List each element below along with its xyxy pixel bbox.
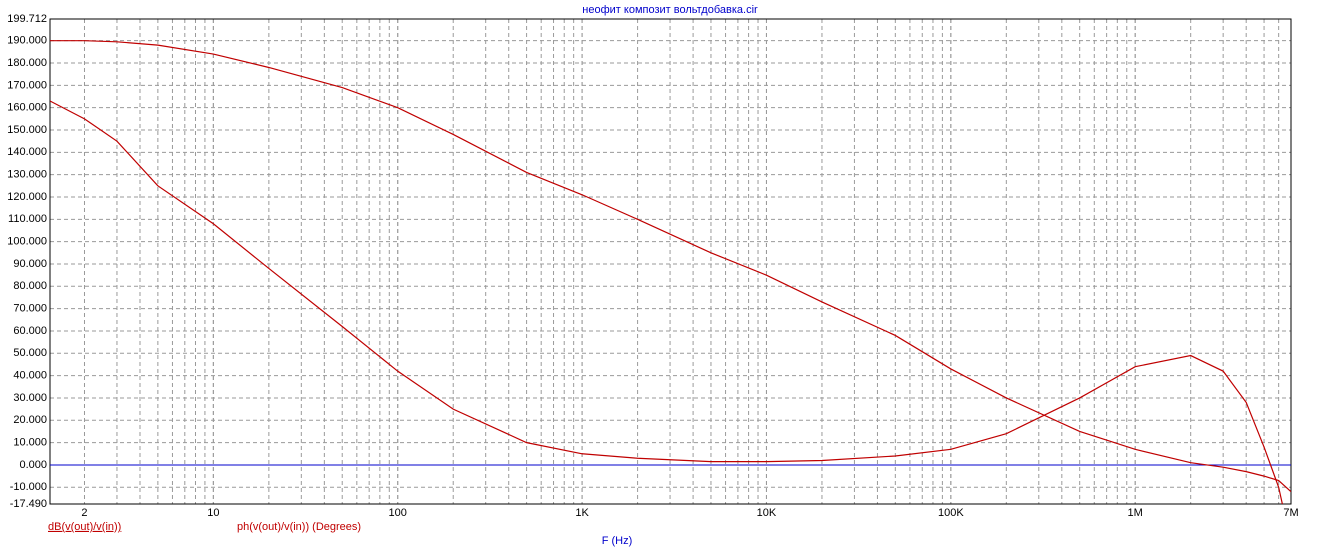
y-tick-label: 90.000: [13, 258, 47, 270]
legend-label: dB(v(out)/v(in)): [48, 521, 121, 533]
y-tick-label: 110.000: [8, 213, 47, 225]
y-tick-label: 60.000: [13, 325, 47, 337]
x-tick-label: 100K: [938, 507, 964, 519]
y-tick-label: 120.000: [7, 191, 47, 203]
x-tick-label: 10: [207, 507, 219, 519]
y-tick-label: 170.000: [7, 79, 47, 91]
y-tick-label: 150.000: [7, 124, 47, 136]
y-tick-label: 30.000: [13, 392, 47, 404]
series-line: [50, 40, 1291, 493]
x-tick-label: 100: [389, 507, 407, 519]
y-tick-label: 50.000: [13, 347, 47, 359]
y-tick-label: 100.000: [7, 236, 47, 248]
x-axis-label: F (Hz): [602, 535, 633, 547]
y-tick-label: 160.000: [7, 102, 47, 114]
x-tick-label: 1K: [575, 507, 589, 519]
y-tick-label: 140.000: [7, 146, 47, 158]
y-tick-label: 20.000: [13, 414, 47, 426]
series-line: [50, 100, 1283, 504]
x-tick-label: 10K: [757, 507, 777, 519]
y-tick-label: -10.000: [10, 481, 47, 493]
y-tick-label: 130.000: [7, 169, 47, 181]
y-tick-label: 10.000: [13, 437, 47, 449]
y-tick-label: 40.000: [13, 370, 47, 382]
y-tick-label: 190.000: [7, 35, 47, 47]
x-tick-label: 2: [81, 507, 87, 519]
plot-frame: [49, 18, 1292, 505]
chart-title: неофит композит вольтдобавка.cir: [582, 4, 758, 16]
y-tick-label: 199.712: [7, 13, 47, 25]
legend-label: ph(v(out)/v(in)) (Degrees): [237, 521, 361, 533]
y-tick-label: -17.490: [10, 498, 47, 510]
y-tick-label: 80.000: [13, 280, 47, 292]
y-tick-label: 180.000: [7, 57, 47, 69]
x-tick-label: 7M: [1283, 507, 1298, 519]
x-tick-label: 1M: [1128, 507, 1143, 519]
series-layer: [50, 40, 1291, 504]
y-tick-label: 0.000: [19, 459, 47, 471]
y-tick-label: 70.000: [13, 303, 47, 315]
